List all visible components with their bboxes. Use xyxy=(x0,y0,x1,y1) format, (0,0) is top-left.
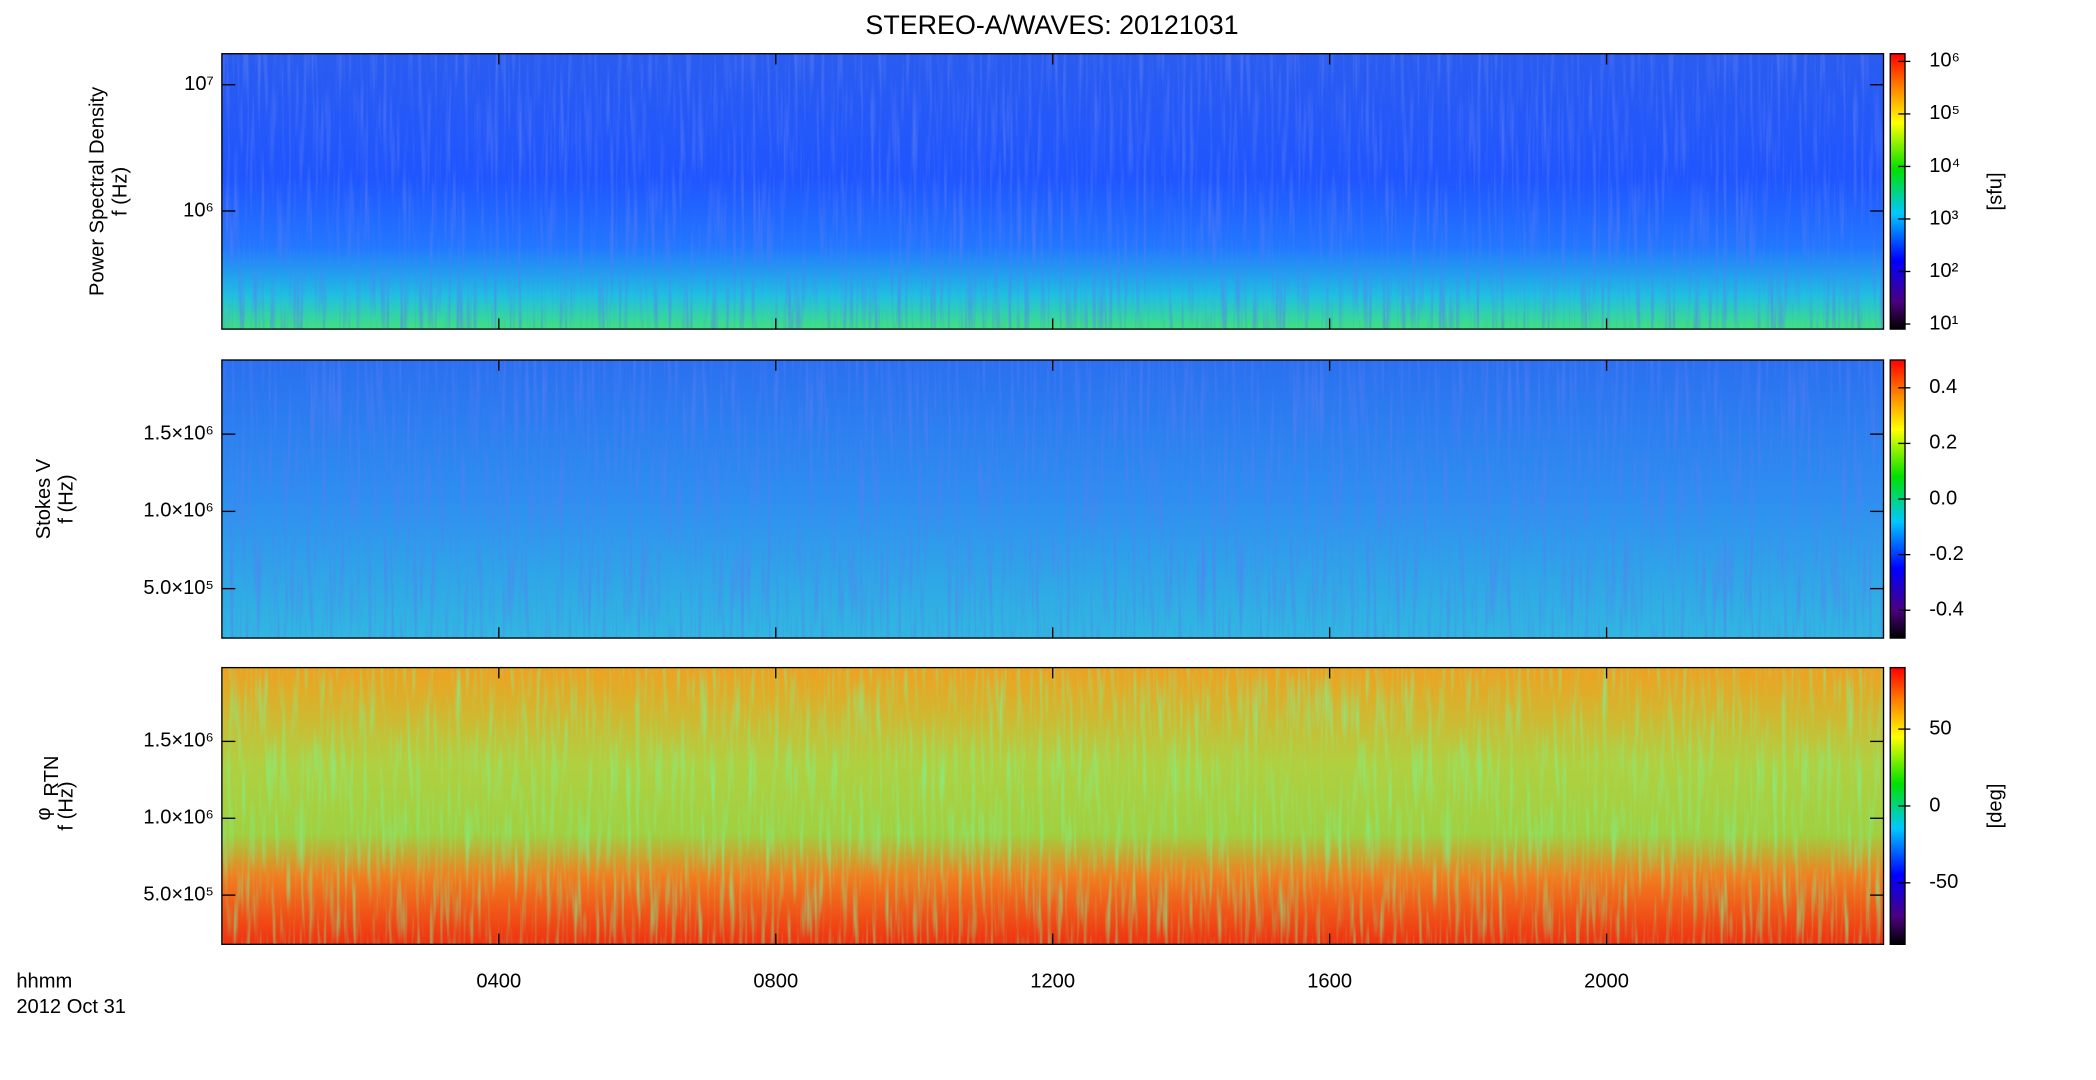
y-axis-label: Stokes V xyxy=(33,458,55,539)
y-tick-label: 1.5×10⁶ xyxy=(143,730,213,752)
date-label: 2012 Oct 31 xyxy=(16,996,126,1018)
x-tick-label: 1600 xyxy=(1307,970,1352,992)
colorbar-tick-label: 10⁴ xyxy=(1929,155,1960,177)
colorbar-label: [deg] xyxy=(1985,784,2007,829)
colorbar-tick-label: -0.4 xyxy=(1929,599,1964,621)
x-tick-label: 0400 xyxy=(476,970,521,992)
colorbar-tick-label: -0.2 xyxy=(1929,543,1964,565)
colorbar-tick-label: 10⁶ xyxy=(1929,50,1960,72)
colorbar-tick-label: 10¹ xyxy=(1929,312,1958,334)
y-tick-label: 1.5×10⁶ xyxy=(143,422,213,444)
colorbar-tick-label: 0.2 xyxy=(1929,432,1957,454)
colorbar-label: [sfu] xyxy=(1985,172,2007,210)
y-tick-label: 1.0×10⁶ xyxy=(143,500,213,522)
y-axis-label: Power Spectral Density xyxy=(87,86,109,296)
spectrogram-texture xyxy=(221,360,1884,639)
colorbar-tick-label: 0.4 xyxy=(1929,376,1957,398)
y-axis-label: φ xyxy=(33,807,55,820)
colorbar-tick-label: 50 xyxy=(1929,717,1951,739)
colorbar-tick-label: 10² xyxy=(1929,260,1958,282)
spectrogram-texture xyxy=(221,667,1884,945)
colorbar-tick-label: 10³ xyxy=(1929,207,1958,229)
y-tick-label: 10⁶ xyxy=(183,199,214,221)
y-axis-label: f (Hz) xyxy=(56,474,78,523)
colorbar xyxy=(1889,53,1906,330)
colorbar-tick-label: -50 xyxy=(1929,871,1958,893)
x-tick-label: 1200 xyxy=(1030,970,1075,992)
x-axis-label: hhmm xyxy=(16,970,72,992)
y-tick-label: 5.0×10⁵ xyxy=(143,883,213,905)
y-tick-label: 10⁷ xyxy=(184,73,214,95)
y-axis-label: f (Hz) xyxy=(109,167,131,216)
y-tick-label: 1.0×10⁶ xyxy=(143,807,213,829)
y-axis-label-subscript: RTN xyxy=(41,756,63,797)
y-tick-label: 5.0×10⁵ xyxy=(143,577,213,599)
chart-title: STEREO-A/WAVES: 20121031 xyxy=(865,10,1238,40)
x-tick-label: 2000 xyxy=(1584,970,1629,992)
spectrogram-texture xyxy=(221,53,1884,330)
x-tick-label: 0800 xyxy=(753,970,798,992)
y-axis-label: f (Hz) xyxy=(56,781,78,830)
colorbar-tick-label: 0.0 xyxy=(1929,487,1957,509)
colorbar-tick-label: 10⁵ xyxy=(1929,102,1960,124)
colorbar-tick-label: 0 xyxy=(1929,794,1940,816)
